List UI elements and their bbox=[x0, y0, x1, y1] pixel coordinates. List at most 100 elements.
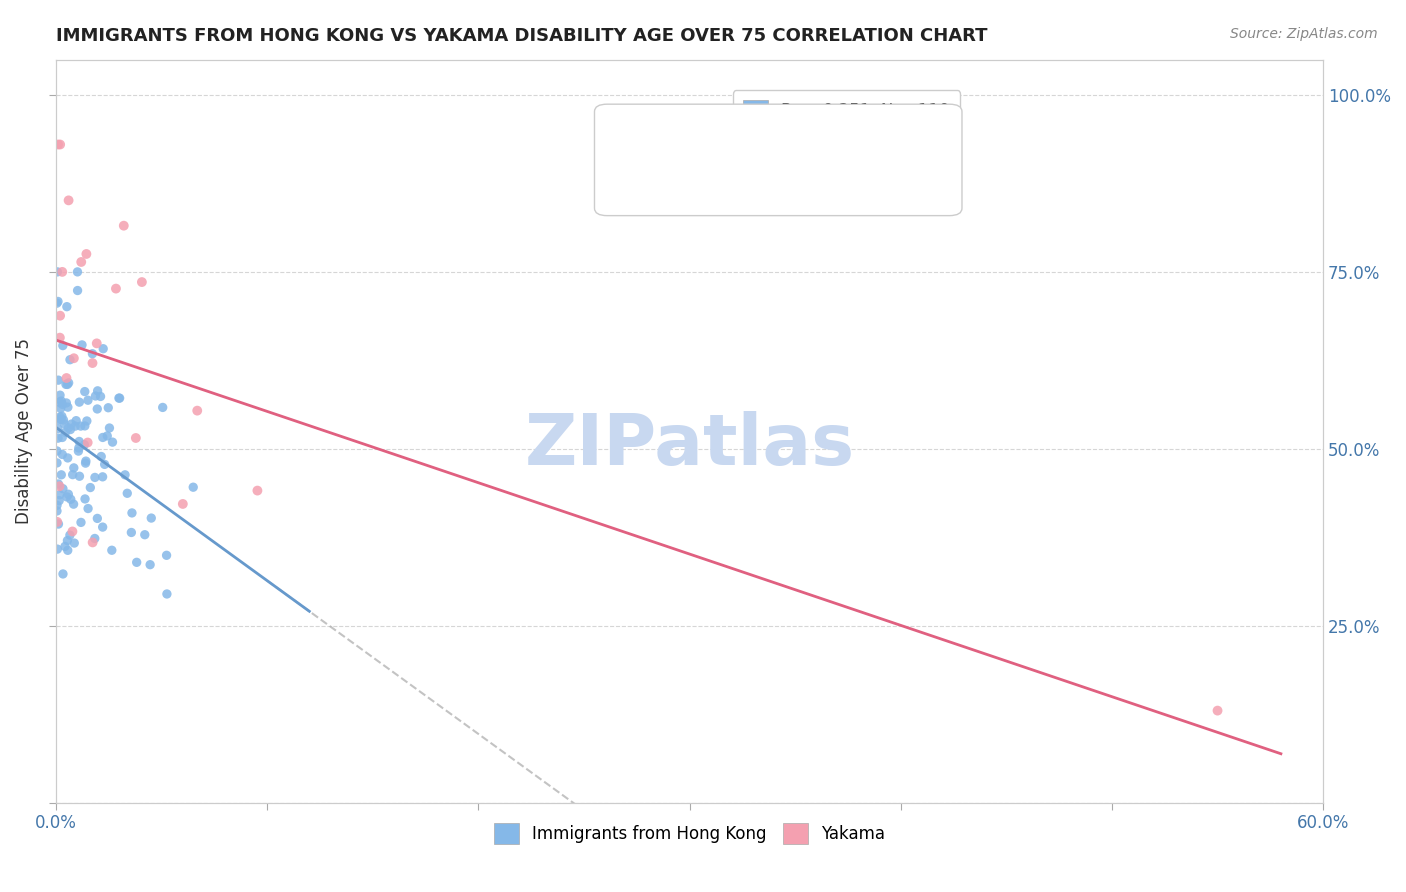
Point bbox=[86, 511, 108, 525]
Point bbox=[108, 391, 131, 405]
Point bbox=[51, 467, 73, 482]
Point bbox=[46, 137, 69, 152]
Point bbox=[70, 338, 93, 352]
Point bbox=[65, 414, 87, 428]
Point bbox=[48, 413, 70, 427]
Point bbox=[51, 430, 73, 444]
Point bbox=[46, 265, 69, 279]
Point bbox=[53, 540, 76, 554]
Point bbox=[108, 391, 131, 405]
Point bbox=[141, 511, 163, 525]
Point bbox=[155, 549, 177, 563]
Point bbox=[186, 403, 208, 417]
Point bbox=[49, 137, 72, 152]
Point bbox=[56, 377, 79, 392]
Point bbox=[120, 525, 142, 540]
Text: Source: ZipAtlas.com: Source: ZipAtlas.com bbox=[1230, 27, 1378, 41]
Point bbox=[55, 425, 77, 440]
Point bbox=[112, 219, 135, 233]
Point bbox=[49, 388, 72, 402]
Point bbox=[67, 441, 90, 455]
Point bbox=[51, 409, 73, 424]
Point bbox=[56, 543, 79, 558]
Point bbox=[66, 284, 89, 298]
Point bbox=[56, 533, 79, 548]
Point bbox=[49, 488, 72, 502]
Point bbox=[51, 394, 73, 409]
Point bbox=[93, 458, 115, 472]
Point bbox=[59, 528, 82, 542]
Point bbox=[82, 535, 104, 549]
Point bbox=[91, 342, 114, 356]
Point bbox=[134, 527, 156, 541]
Point bbox=[77, 501, 100, 516]
Point bbox=[98, 421, 121, 435]
Point bbox=[55, 371, 77, 385]
Point bbox=[52, 413, 75, 427]
Point bbox=[117, 486, 139, 500]
Point bbox=[90, 450, 112, 464]
Point bbox=[51, 397, 73, 411]
Point bbox=[63, 351, 86, 366]
Point bbox=[101, 435, 124, 450]
Point bbox=[55, 396, 77, 410]
Point bbox=[49, 412, 72, 426]
Point bbox=[48, 477, 70, 491]
Point bbox=[73, 438, 96, 452]
Point bbox=[48, 395, 70, 409]
Point bbox=[84, 389, 107, 403]
Point bbox=[73, 418, 96, 433]
Point bbox=[48, 479, 70, 493]
Point bbox=[156, 587, 179, 601]
Legend: R = -0.251  N = 110, R = -0.400  N = 25: R = -0.251 N = 110, R = -0.400 N = 25 bbox=[733, 90, 960, 158]
Point bbox=[53, 417, 76, 431]
Point bbox=[58, 487, 80, 501]
Point bbox=[48, 373, 70, 387]
Point bbox=[90, 389, 112, 403]
Point bbox=[46, 294, 69, 309]
Point bbox=[49, 410, 72, 425]
Point bbox=[86, 336, 108, 351]
Point bbox=[104, 282, 127, 296]
Point bbox=[75, 456, 97, 470]
Point bbox=[62, 497, 84, 511]
Y-axis label: Disability Age Over 75: Disability Age Over 75 bbox=[15, 338, 32, 524]
Point bbox=[46, 444, 69, 458]
Point bbox=[86, 401, 108, 416]
Point bbox=[77, 393, 100, 408]
Point bbox=[79, 481, 101, 495]
Point bbox=[46, 504, 69, 518]
Point bbox=[56, 400, 79, 414]
Point bbox=[172, 497, 194, 511]
Point bbox=[1206, 704, 1229, 718]
Point bbox=[63, 419, 86, 434]
Point bbox=[56, 490, 79, 504]
Point bbox=[83, 532, 105, 546]
Point bbox=[59, 352, 82, 367]
Point bbox=[59, 492, 82, 507]
Point bbox=[49, 309, 72, 323]
Point bbox=[125, 431, 148, 445]
Point bbox=[58, 194, 80, 208]
Point bbox=[46, 498, 69, 512]
Point bbox=[52, 338, 75, 352]
Point bbox=[46, 456, 69, 470]
Point bbox=[181, 480, 204, 494]
Point bbox=[63, 536, 86, 550]
Point bbox=[84, 470, 107, 484]
Point bbox=[58, 421, 80, 435]
Point bbox=[76, 414, 98, 428]
Point bbox=[59, 423, 82, 437]
Point bbox=[91, 430, 114, 444]
Point bbox=[62, 524, 84, 539]
Point bbox=[60, 417, 83, 431]
Point bbox=[48, 493, 70, 508]
Point bbox=[52, 566, 75, 581]
Point bbox=[56, 450, 79, 465]
Text: IMMIGRANTS FROM HONG KONG VS YAKAMA DISABILITY AGE OVER 75 CORRELATION CHART: IMMIGRANTS FROM HONG KONG VS YAKAMA DISA… bbox=[56, 27, 988, 45]
Point bbox=[125, 555, 148, 569]
Point bbox=[51, 265, 73, 279]
Point bbox=[91, 470, 114, 484]
FancyBboxPatch shape bbox=[595, 104, 962, 216]
Point bbox=[70, 255, 93, 269]
